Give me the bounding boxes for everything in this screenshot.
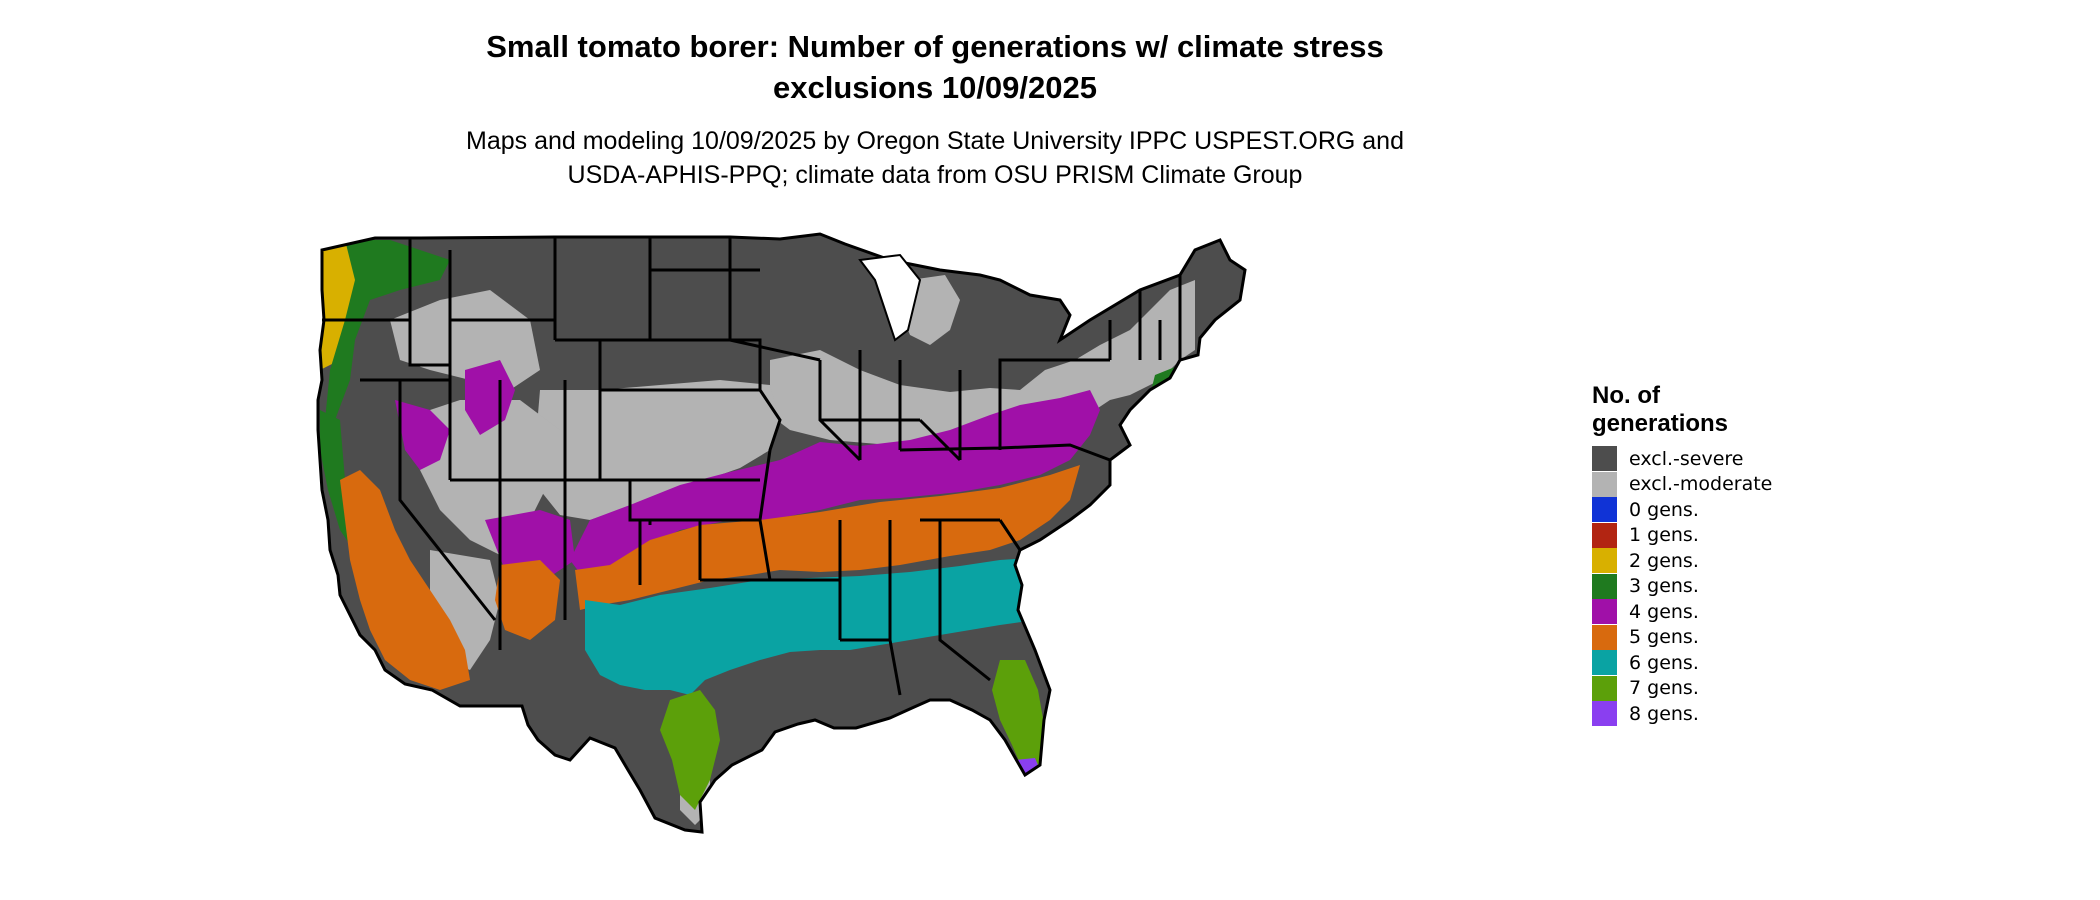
legend-item: 6 gens. xyxy=(1592,650,1772,676)
legend-label: 1 gens. xyxy=(1629,524,1699,547)
map-subtitle: Maps and modeling 10/09/2025 by Oregon S… xyxy=(0,124,1870,192)
generations-legend: No. of generations excl.-severe excl.-mod… xyxy=(1592,382,1772,727)
legend-label: 3 gens. xyxy=(1629,575,1699,598)
great-lakes xyxy=(858,253,922,342)
border-lines-east xyxy=(728,237,1182,696)
subtitle-line-2: USDA-APHIS-PPQ; climate data from OSU PR… xyxy=(567,161,1303,189)
title-line-1: Small tomato borer: Number of generation… xyxy=(486,29,1384,64)
legend-item: excl.-severe xyxy=(1592,446,1772,472)
legend-title-line-1: No. of xyxy=(1592,382,1660,409)
legend-title-line-2: generations xyxy=(1592,410,1729,437)
legend-item: excl.-moderate xyxy=(1592,471,1773,498)
title-line-2: exclusions 10/09/2025 xyxy=(772,70,1097,105)
zone-2-gens-pnw xyxy=(318,238,360,370)
zone-4-gens-nevada xyxy=(395,400,450,470)
legend-item: 2 gens. xyxy=(1592,548,1772,574)
zone-4-gens-band xyxy=(570,390,1100,580)
legend-swatch xyxy=(1592,650,1617,676)
legend-swatch xyxy=(1592,624,1617,650)
us-outline xyxy=(316,232,1247,834)
legend-label: 8 gens. xyxy=(1629,702,1699,725)
zone-4-gens-arizona xyxy=(485,510,575,580)
zone-4-gens-utah-az xyxy=(465,360,515,435)
zone-6-gens-gulf xyxy=(585,558,1035,695)
zone-5-gens-nm xyxy=(495,560,560,640)
legend-item: 7 gens. xyxy=(1592,675,1772,702)
legend-swatch xyxy=(1592,701,1617,727)
legend-swatch xyxy=(1592,497,1617,523)
legend-swatch xyxy=(1592,522,1617,548)
zone-excl-moderate-plains xyxy=(535,380,780,520)
us-generations-map xyxy=(316,232,1247,834)
legend-item: 5 gens. xyxy=(1592,624,1772,651)
legend-label: 5 gens. xyxy=(1629,626,1699,649)
subtitle-line-1: Maps and modeling 10/09/2025 by Oregon S… xyxy=(466,127,1404,155)
legend-title: No. of generations xyxy=(1592,382,1772,438)
legend-swatch xyxy=(1592,548,1617,574)
legend-item: 0 gens. xyxy=(1592,497,1772,523)
legend-label: excl.-severe xyxy=(1629,447,1744,470)
legend-item: 8 gens. xyxy=(1592,701,1772,727)
legend-label: 4 gens. xyxy=(1629,600,1699,623)
zone-5-gens-california xyxy=(340,470,470,690)
legend-swatch xyxy=(1592,573,1617,599)
zone-7-gens-texas xyxy=(660,690,720,810)
legend-label: excl.-moderate xyxy=(1629,473,1773,496)
state-borders xyxy=(316,232,1247,834)
legend-item: 1 gens. xyxy=(1592,522,1772,549)
legend-swatch xyxy=(1592,446,1617,472)
legend-label: 0 gens. xyxy=(1629,498,1699,521)
legend-items: excl.-severe excl.-moderate 0 gens. 1 gens.… xyxy=(1592,446,1772,727)
legend-item: 4 gens. xyxy=(1592,599,1772,625)
zone-3-gens-pnw xyxy=(325,240,450,420)
legend-label: 2 gens. xyxy=(1629,549,1699,572)
legend-swatch xyxy=(1592,599,1617,625)
map-title: Small tomato borer: Number of generation… xyxy=(0,26,1870,108)
legend-label: 7 gens. xyxy=(1629,677,1699,700)
legend-label: 6 gens. xyxy=(1629,651,1699,674)
zone-7-gens-florida xyxy=(992,660,1045,775)
legend-swatch xyxy=(1592,675,1617,701)
legend-swatch xyxy=(1592,471,1617,497)
lake-michigan xyxy=(858,253,922,342)
legend-item: 3 gens. xyxy=(1592,573,1772,600)
